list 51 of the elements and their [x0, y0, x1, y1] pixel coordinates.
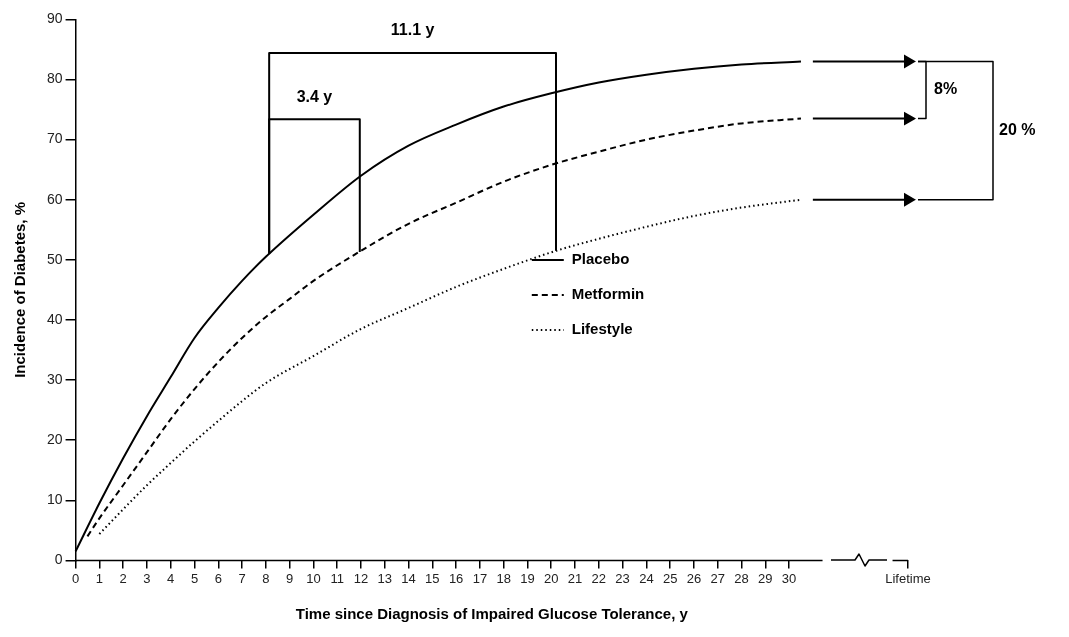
- x-tick-label: 30: [781, 570, 797, 586]
- y-tick-label: 50: [46, 250, 63, 267]
- x-tick-label: 24: [639, 570, 654, 586]
- x-tick-label: 27: [710, 570, 725, 586]
- annotation: 11.1 y: [390, 21, 435, 39]
- x-tick-label: 21: [567, 570, 583, 586]
- y-tick-label: 40: [46, 310, 63, 327]
- text: 8%: [934, 80, 958, 98]
- x-tick-label: 3: [143, 570, 151, 586]
- x-tick-label: 5: [190, 570, 199, 586]
- x-tick-label: 16: [448, 570, 464, 586]
- x-tick-label: 17: [472, 570, 488, 586]
- legend-label: Metformin: [571, 285, 645, 303]
- x-tick-label: 25: [662, 570, 678, 586]
- x-tick-label: 11: [330, 570, 344, 586]
- x-tick-label: 8: [262, 570, 270, 586]
- text: 20 %: [999, 121, 1036, 139]
- x-axis-title: Time since Diagnosis of Impaired Glucose Tolerance, y: [295, 605, 689, 623]
- x-tick-label: 15: [425, 570, 440, 586]
- x-tick-label: 26: [686, 570, 702, 586]
- x-tick-label: 13: [377, 570, 392, 586]
- x-tick-label: Lifetime: [885, 570, 931, 586]
- x-tick-label: 22: [591, 570, 607, 586]
- x-tick-label: 23: [615, 570, 630, 586]
- y-tick-label: 20: [46, 431, 63, 448]
- y-axis-title: Incidence of Diabetes, %: [11, 201, 29, 378]
- y-tick-label: 0: [54, 551, 63, 568]
- y-tick-label: 80: [46, 70, 63, 87]
- x-tick-label: 28: [734, 570, 749, 586]
- x-tick-label: 19: [520, 570, 535, 586]
- annotation: 3.4 y: [296, 87, 333, 105]
- y-tick-label: 30: [46, 370, 63, 387]
- x-tick-label: 4: [167, 570, 175, 586]
- legend-label: Placebo: [571, 250, 630, 268]
- x-tick-label: 18: [496, 570, 511, 586]
- x-tick-label: 14: [401, 570, 416, 586]
- x-tick-label: 1: [95, 570, 103, 586]
- x-tick-label: 10: [306, 570, 321, 586]
- y-tick-label: 60: [46, 190, 63, 207]
- x-tick-label: 2: [119, 570, 127, 586]
- x-tick-label: 6: [214, 570, 222, 586]
- x-tick-label: 12: [353, 570, 369, 586]
- x-tick-label: 9: [286, 570, 294, 586]
- y-tick-label: 10: [46, 491, 63, 508]
- y-tick-label: 70: [46, 130, 63, 147]
- x-tick-label: 29: [758, 570, 773, 586]
- x-tick-label: 20: [544, 570, 559, 586]
- y-tick-label: 90: [46, 10, 63, 27]
- x-tick-label: 0: [71, 570, 80, 586]
- legend-label: Lifestyle: [571, 320, 633, 338]
- x-tick-label: 7: [238, 570, 246, 586]
